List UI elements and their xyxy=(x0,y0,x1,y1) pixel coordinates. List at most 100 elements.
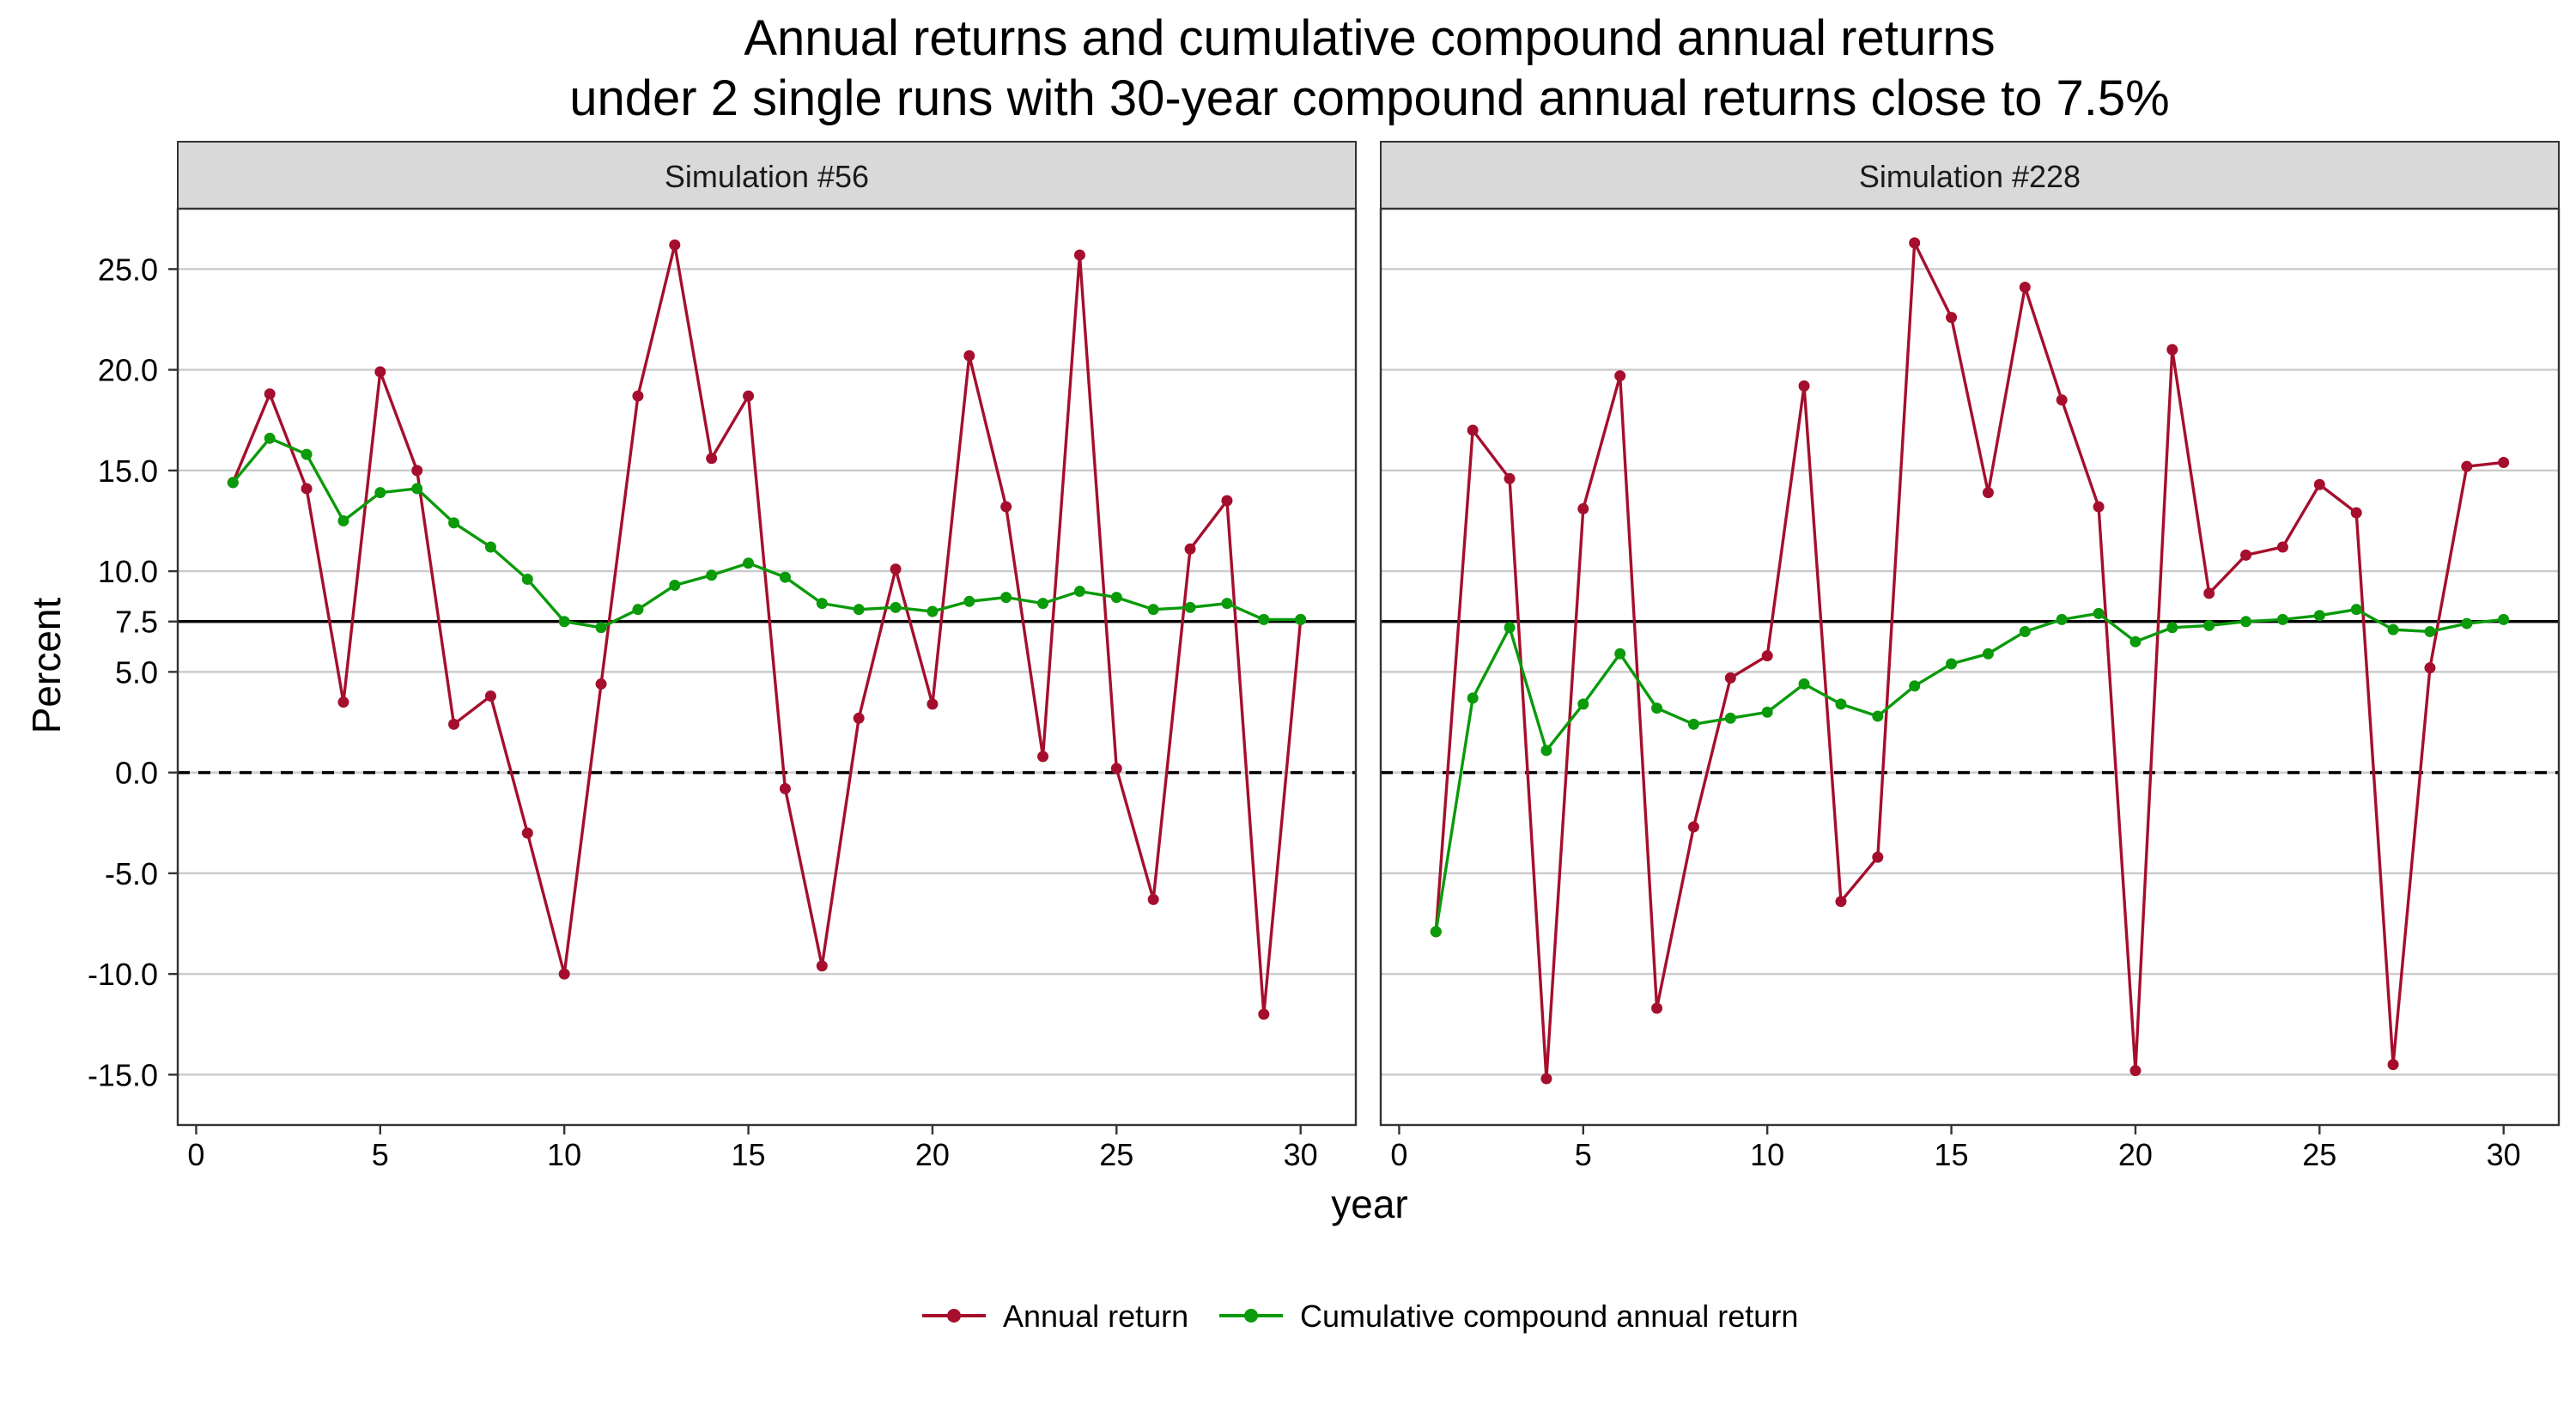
cumulative-point xyxy=(816,598,828,610)
legend-item-cumulative[interactable]: Cumulative compound annual return xyxy=(1219,1298,1798,1334)
cumulative-point xyxy=(1835,698,1847,710)
cumulative-point xyxy=(853,604,865,616)
y-tick-label: 5.0 xyxy=(115,654,158,690)
cumulative-point xyxy=(1184,601,1196,613)
annual-point xyxy=(2461,460,2473,472)
annual-point xyxy=(264,388,276,400)
y-axis-title: Percent xyxy=(24,598,69,734)
y-tick-label: -5.0 xyxy=(105,856,158,891)
y-axis-ticks: 25.0 20.0 15.0 10.0 7.5 5.0 0.0 -5.0 -10.0 -15.0 xyxy=(88,252,178,1092)
chart-title: Annual returns and cumulative compound a… xyxy=(744,10,1995,66)
y-tick-label: 7.5 xyxy=(115,605,158,640)
cumulative-point xyxy=(2461,617,2473,629)
cumulative-point xyxy=(1946,658,1958,670)
annual-point xyxy=(1110,763,1122,775)
cumulative-point xyxy=(669,580,681,592)
cumulative-point xyxy=(1577,698,1589,710)
cumulative-point xyxy=(1430,926,1442,938)
annual-point xyxy=(1982,487,1994,499)
annual-point xyxy=(1909,237,1921,249)
cumulative-point xyxy=(484,541,496,553)
x-tick-label: 0 xyxy=(1390,1137,1407,1172)
cumulative-point xyxy=(2276,613,2288,625)
x-tick-label: 20 xyxy=(915,1137,950,1172)
annual-point xyxy=(2019,281,2031,293)
annual-point xyxy=(2387,1059,2399,1071)
y-tick-label: 25.0 xyxy=(98,252,158,287)
cumulative-point xyxy=(2424,625,2436,637)
panel-2-plot-area xyxy=(1379,207,2561,1127)
cumulative-point xyxy=(227,477,239,489)
cumulative-point xyxy=(963,595,975,607)
cumulative-point xyxy=(1614,648,1626,660)
annual-point xyxy=(2276,541,2288,553)
annual-point xyxy=(743,390,755,402)
legend-item-annual[interactable]: Annual return xyxy=(922,1298,1188,1334)
annual-point xyxy=(1258,1008,1270,1020)
cumulative-point xyxy=(1147,604,1159,616)
annual-point xyxy=(484,690,496,702)
annual-point xyxy=(1221,495,1233,507)
cumulative-point xyxy=(1221,598,1233,610)
panel-2-strip xyxy=(1380,141,2560,210)
y-tick-label: -15.0 xyxy=(88,1057,158,1092)
cumulative-point xyxy=(1724,712,1736,724)
annual-point xyxy=(1000,501,1012,513)
annual-point xyxy=(1184,543,1196,555)
cumulative-point xyxy=(706,569,718,581)
annual-point xyxy=(411,465,423,477)
annual-point xyxy=(2129,1065,2142,1077)
cumulative-series-line xyxy=(232,436,1301,629)
panel-1-plot-area xyxy=(176,207,1358,1127)
x-tick-label: 15 xyxy=(1935,1137,1969,1172)
cumulative-point xyxy=(2240,616,2252,628)
cumulative-point xyxy=(337,514,349,526)
annual-point xyxy=(2166,344,2178,356)
annual-point xyxy=(1798,380,1810,392)
annual-point xyxy=(890,563,902,575)
panel-border xyxy=(176,207,1358,1127)
legend-cumulative-label: Cumulative compound annual return xyxy=(1300,1298,1798,1334)
annual-point xyxy=(521,827,533,839)
annual-point xyxy=(1835,896,1847,908)
cumulative-point xyxy=(264,432,276,444)
y-tick-label: -10.0 xyxy=(88,957,158,992)
cumulative-point xyxy=(558,616,570,628)
cumulative-point xyxy=(1073,586,1085,598)
annual-point xyxy=(558,968,570,980)
panel-1-strip xyxy=(177,141,1357,210)
cumulative-point xyxy=(2387,623,2399,636)
annual-point xyxy=(1651,1002,1663,1014)
x-tick-label: 15 xyxy=(732,1137,766,1172)
x-tick-label: 25 xyxy=(2302,1137,2336,1172)
x-tick-label: 30 xyxy=(2487,1137,2521,1172)
cumulative-point xyxy=(448,517,460,529)
cumulative-point xyxy=(1037,598,1049,610)
cumulative-point xyxy=(890,601,902,613)
annual-point xyxy=(1540,1073,1552,1085)
annual-point xyxy=(816,960,828,972)
cumulative-point xyxy=(2498,613,2510,625)
annual-series-line xyxy=(231,243,1303,1016)
x-tick-label: 10 xyxy=(1750,1137,1784,1172)
cumulative-point xyxy=(1687,718,1699,730)
cumulative-point xyxy=(411,483,423,495)
x-axis-ticks: 0 5 10 15 20 25 30 0 5 10 15 20 25 30 xyxy=(187,1125,2521,1172)
panel-2: Simulation #228 xyxy=(1379,141,2561,1127)
annual-point xyxy=(1614,370,1626,382)
annual-point xyxy=(2203,587,2215,599)
cumulative-point xyxy=(2129,636,2142,648)
annual-point xyxy=(632,390,644,402)
cumulative-point xyxy=(2093,607,2105,619)
annual-point xyxy=(2056,394,2068,406)
annual-point xyxy=(1577,502,1589,514)
cumulative-series-line xyxy=(1434,607,2504,933)
cumulative-point xyxy=(2019,625,2031,637)
cumulative-point xyxy=(1909,680,1921,692)
cumulative-point xyxy=(1504,622,1516,634)
annual-point xyxy=(2093,501,2105,513)
annual-point xyxy=(2498,456,2510,468)
cumulative-point xyxy=(521,573,533,585)
cumulative-point xyxy=(1295,613,1307,625)
